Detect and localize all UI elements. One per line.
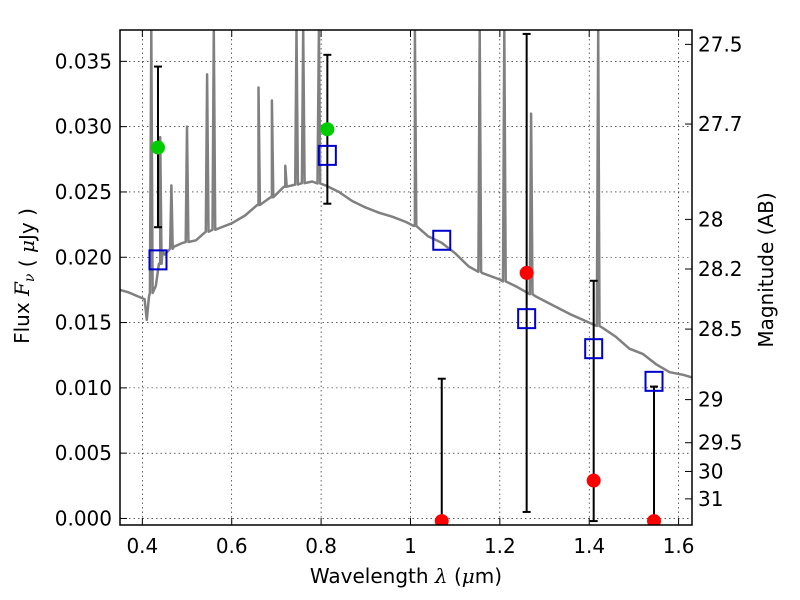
y-axis-label-symbol: F: [10, 281, 34, 297]
detection-point: [320, 122, 335, 137]
y2-axis-label: Magnitude (AB): [754, 192, 778, 347]
plot-area: [120, 30, 692, 525]
y2-tick-label: 28.5: [698, 317, 743, 341]
y-axis-label-unit-symbol: μ: [15, 240, 39, 253]
x-axis-label: Wavelength λ (μm): [310, 564, 502, 588]
y-axis-label-unit-rest: Jy ): [15, 208, 39, 242]
y2-tick-label: 27.5: [698, 32, 743, 56]
model-flux-square: [584, 338, 604, 360]
model-flux-square: [148, 249, 168, 271]
x-tick-label: 0.6: [216, 534, 248, 558]
y2-tick-label: 28: [698, 207, 723, 231]
x-tick-label: 1.6: [663, 534, 695, 558]
model-flux-square: [644, 370, 664, 392]
x-tick-label: 1.4: [573, 534, 605, 558]
x-tick-label: 1: [404, 534, 417, 558]
y2-tick-label: 27.7: [698, 112, 743, 136]
x-tick-label: 0.8: [305, 534, 337, 558]
detection-point: [150, 140, 165, 155]
y2-tick-label: 31: [698, 487, 723, 511]
x-tick-label: 0.4: [126, 534, 158, 558]
y-tick-label: 0.005: [55, 441, 112, 465]
y-tick-label: 0.015: [55, 311, 112, 335]
x-tick-label: 1.2: [484, 534, 516, 558]
model-flux-square: [517, 308, 537, 330]
y-tick-label: 0.030: [55, 115, 112, 139]
x-axis-label-unit-rest: m): [475, 564, 502, 588]
plot-frame: [119, 29, 693, 526]
y-axis-label-subscript: ν: [22, 273, 38, 282]
x-axis-label-symbol: λ: [434, 564, 448, 588]
y-tick-label: 0.010: [55, 376, 112, 400]
nondetection-point: [647, 514, 662, 525]
y2-tick-label: 29.5: [698, 431, 743, 455]
y2-tick-label: 29: [698, 388, 723, 412]
y-tick-label: 0.025: [55, 180, 112, 204]
spectrum-line: [120, 30, 692, 379]
y-axis-label-unit-open: (: [15, 259, 39, 267]
nondetection-point: [519, 265, 534, 280]
model-flux-square: [317, 144, 337, 166]
x-axis-label-text: Wavelength: [310, 564, 429, 588]
y-axis-label-text: Flux: [10, 302, 34, 344]
y-tick-label: 0.035: [55, 49, 112, 73]
y-tick-label: 0.020: [55, 245, 112, 269]
model-flux-square: [432, 229, 452, 251]
y2-tick-label: 28.2: [698, 257, 743, 281]
nondetection-point: [434, 514, 449, 525]
axis-ticks: 0.4 0.6 0.8 1 1.2 1.4 1.6 0.000 0.005 0.010 0.015 0…: [55, 30, 743, 558]
y-tick-label: 0.000: [55, 506, 112, 530]
y-axis-label: Flux Fν ( μJy ): [10, 208, 39, 344]
y2-tick-label: 30: [698, 459, 723, 483]
nondetection-point: [586, 473, 601, 488]
x-axis-label-unit-open: (: [454, 564, 462, 588]
x-axis-label-unit-symbol: μ: [462, 564, 475, 588]
